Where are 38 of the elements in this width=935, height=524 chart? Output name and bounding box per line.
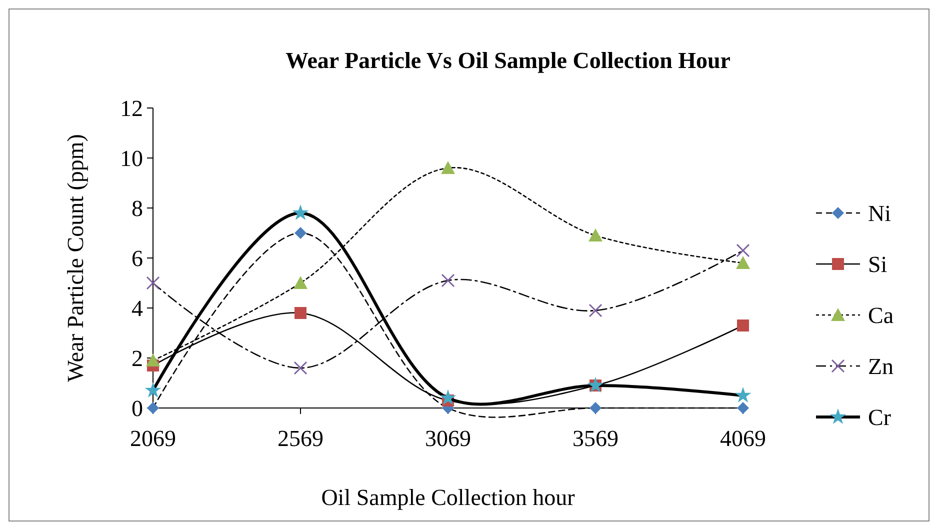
point (441, 161, 455, 174)
y-tick-label: 2 (132, 346, 143, 372)
x-tick-label: 2569 (278, 426, 324, 451)
point (736, 256, 750, 269)
point (736, 244, 750, 258)
point (294, 361, 308, 375)
legend-label: Ni (868, 201, 891, 226)
point (146, 383, 160, 397)
y-tick-label: 0 (132, 396, 143, 422)
point (441, 274, 455, 288)
point (293, 206, 308, 220)
point (146, 276, 160, 290)
point (440, 390, 456, 404)
point (737, 320, 749, 332)
point (294, 227, 306, 239)
legend-label: Ca (868, 303, 894, 328)
point (588, 304, 602, 318)
x-axis-title: Oil Sample Collection hour (321, 485, 576, 510)
x-tick-label: 3069 (425, 426, 471, 451)
point (294, 307, 306, 319)
y-tick-label: 10 (120, 146, 143, 172)
y-tick-label: 6 (132, 246, 143, 272)
chart-title: Wear Particle Vs Oil Sample Collection Hour (285, 48, 731, 73)
x-tick-label: 3569 (572, 426, 618, 451)
x-tick-label: 2069 (130, 426, 176, 451)
y-tick-label: 8 (132, 196, 143, 222)
legend-label: Zn (868, 354, 894, 380)
legend-label: Cr (868, 405, 892, 430)
y-tick-label: 12 (120, 96, 143, 122)
point (736, 388, 750, 402)
x-tick-label: 4069 (720, 426, 766, 451)
y-axis-title: Wear Particle Count (ppm) (63, 134, 88, 382)
point (588, 228, 602, 242)
point (590, 402, 602, 414)
y-tick-label: 4 (132, 296, 144, 322)
point (294, 276, 308, 289)
point (146, 354, 160, 366)
legend-label: Si (868, 252, 888, 278)
